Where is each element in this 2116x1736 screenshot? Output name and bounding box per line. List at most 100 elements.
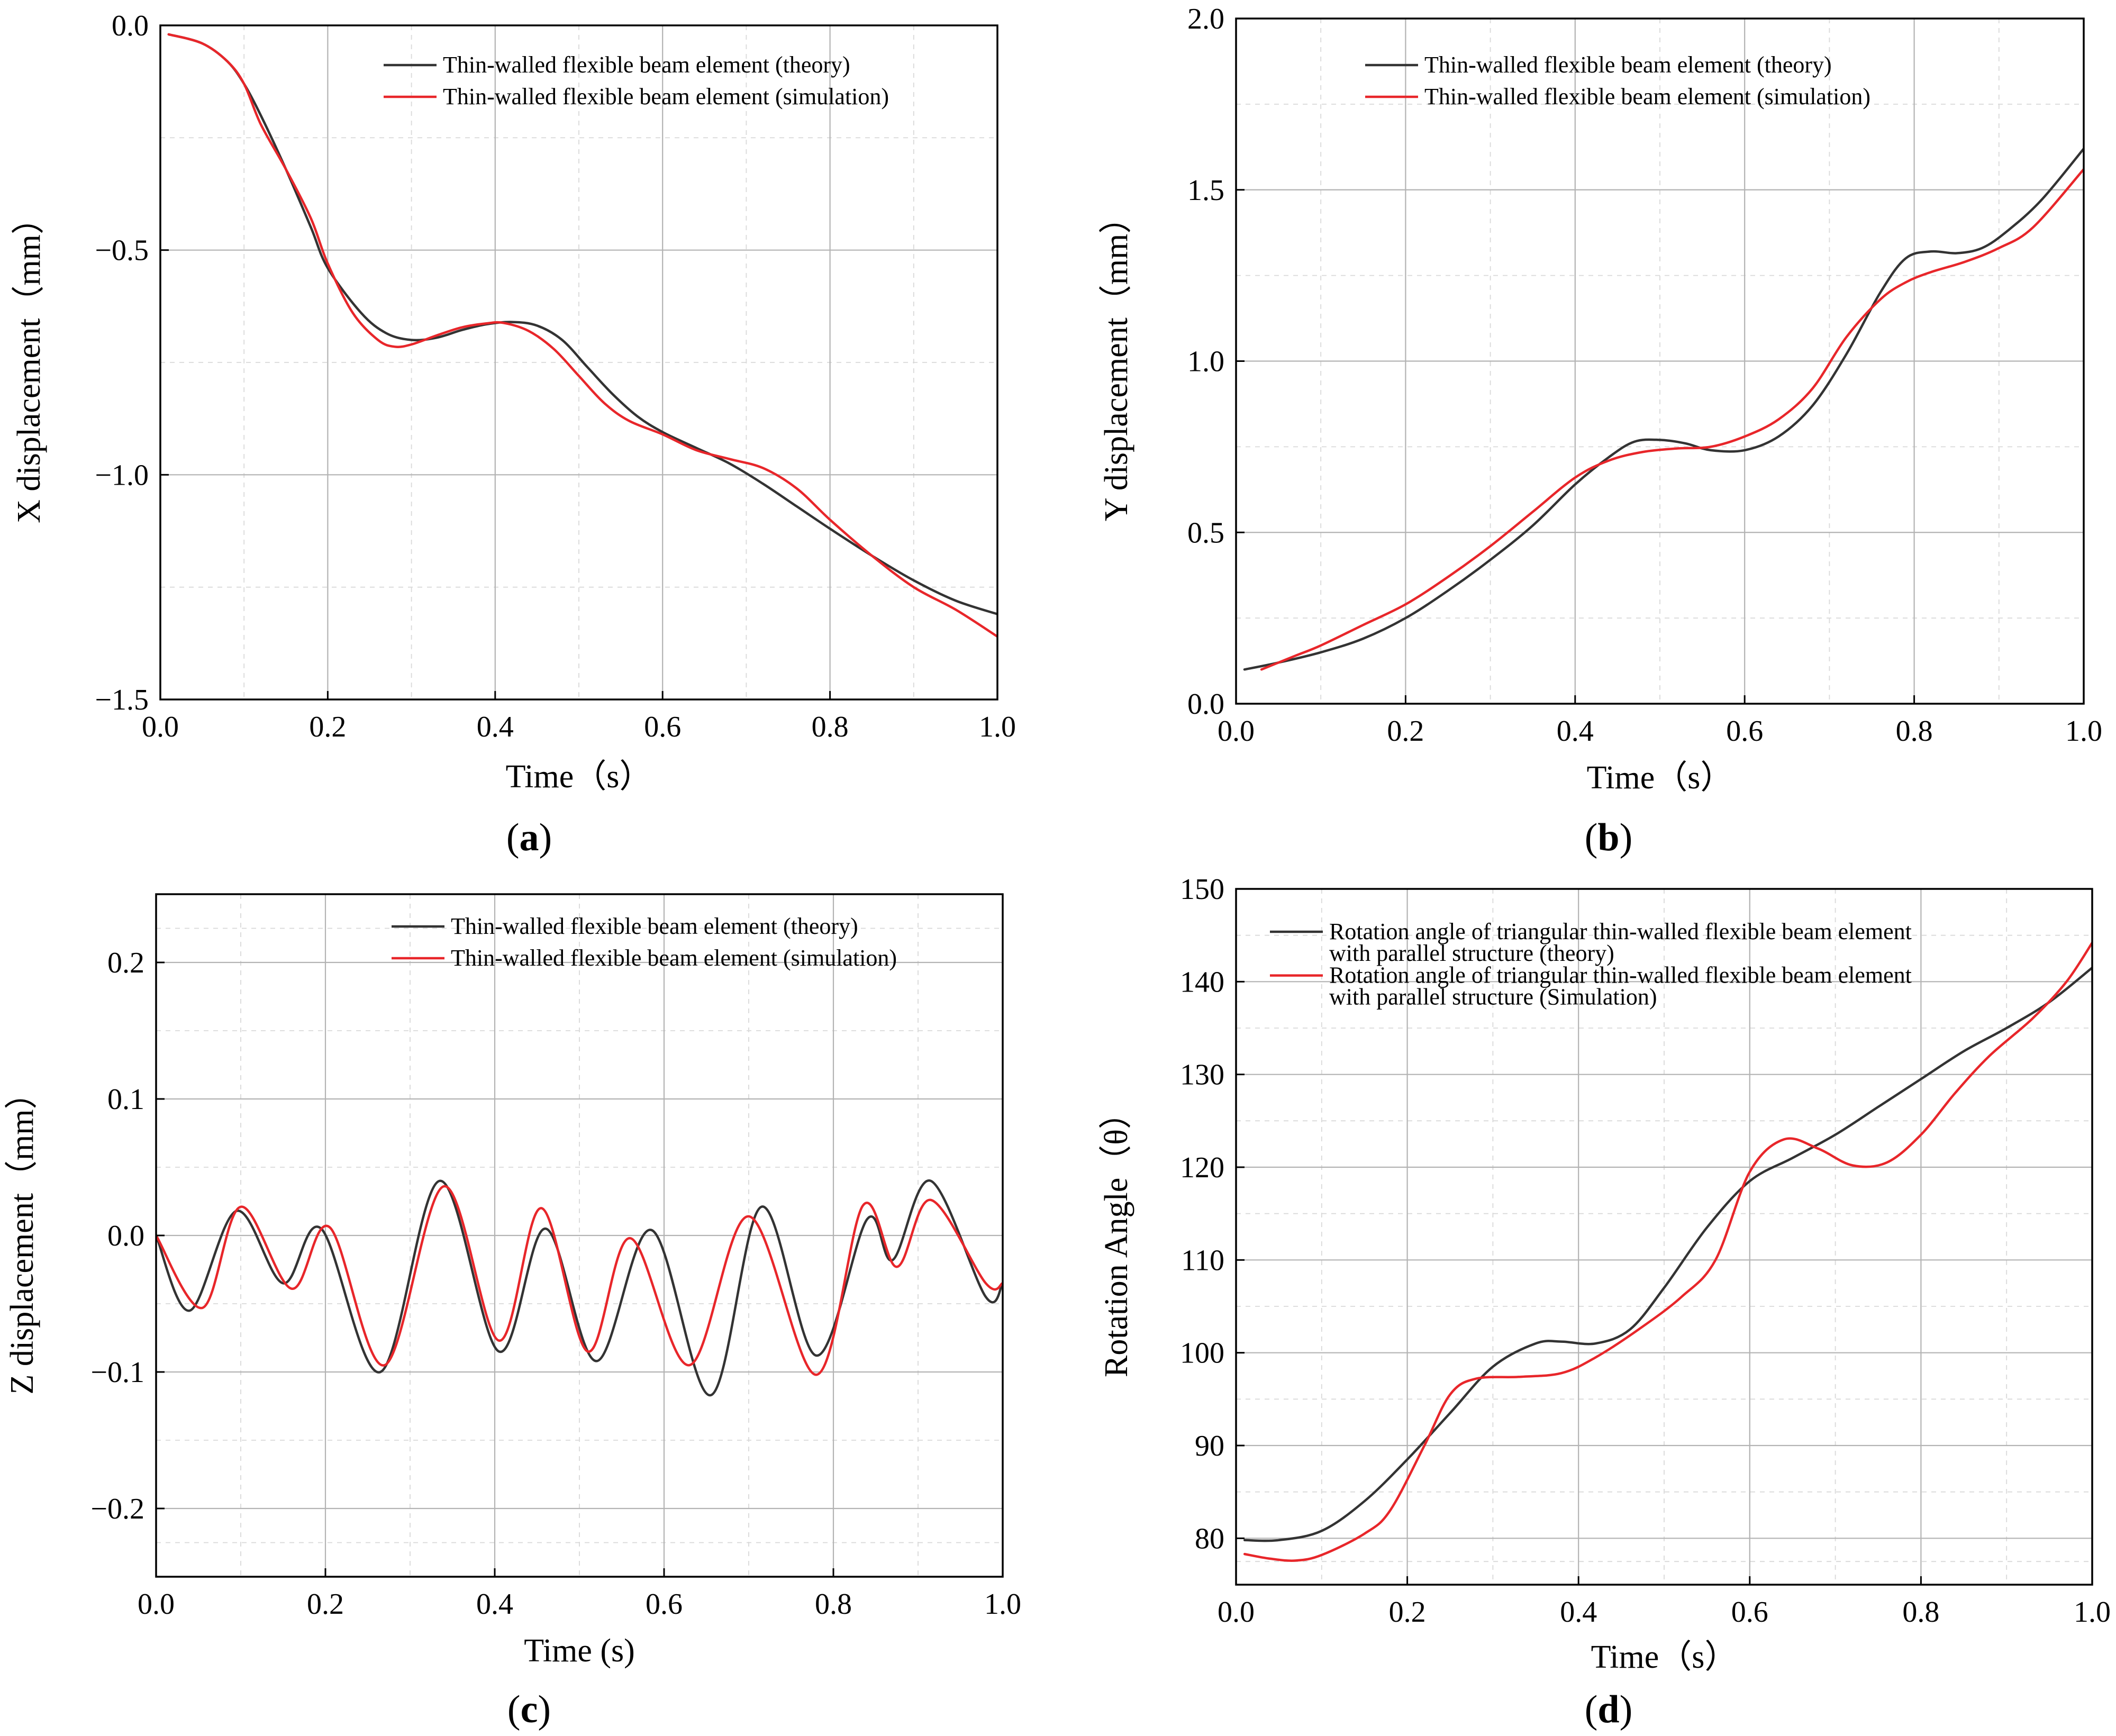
x-tick-label: 0.4 xyxy=(477,711,514,743)
series-line-theory xyxy=(167,33,997,615)
y-tick-label: −0.5 xyxy=(95,234,149,267)
x-tick-label: 1.0 xyxy=(2074,1596,2111,1629)
panel-label-a: (a) xyxy=(506,816,552,859)
series-line-theory xyxy=(1243,147,2084,671)
x-tick-label: 0.0 xyxy=(138,1588,175,1621)
x-tick-label: 0.8 xyxy=(1896,715,1933,748)
y-tick-label: 0.2 xyxy=(107,947,144,979)
legend-label-simulation: Thin-walled flexible beam element (simul… xyxy=(1424,84,1870,110)
y-tick-label: 140 xyxy=(1180,966,1224,998)
legend-label-simulation: with parallel structure (Simulation) xyxy=(1329,984,1657,1010)
minor-grid xyxy=(160,25,997,699)
chart-panel-b: 0.0 0.2 0.4 0.6 0.8 1.0 0.0 0.5 1.0 1.5 2.0 Time（s）… xyxy=(1098,3,2102,796)
legend: Thin-walled flexible beam element (theor… xyxy=(384,52,889,110)
x-tick-label: 0.8 xyxy=(812,711,849,743)
x-tick-label: 0.4 xyxy=(1560,1596,1597,1629)
minor-grid xyxy=(1236,889,2092,1585)
y-axis-label: Rotation Angle（θ） xyxy=(1098,1096,1134,1377)
minor-grid xyxy=(1236,19,2084,704)
legend: Thin-walled flexible beam element (theor… xyxy=(1365,52,1870,110)
y-tick-label: 0.1 xyxy=(107,1083,144,1116)
x-tick-label: 0.6 xyxy=(1726,715,1763,748)
y-tick-label: 1.0 xyxy=(1187,346,1224,378)
y-tick-label: 0.0 xyxy=(1187,688,1224,721)
x-tick-label: 0.2 xyxy=(307,1588,344,1621)
chart-panel-a: 0.0 0.2 0.4 0.6 0.8 1.0 −1.5 −1.0 −0.5 0.0 Time（s）… xyxy=(11,10,1016,795)
major-grid xyxy=(160,25,997,699)
legend-label-theory: Thin-walled flexible beam element (theor… xyxy=(443,52,850,78)
x-tick-label: 0.4 xyxy=(476,1588,513,1621)
legend-label-simulation: Thin-walled flexible beam element (simul… xyxy=(451,945,897,971)
x-tick-label: 0.2 xyxy=(1387,715,1424,748)
x-axis-label: Time（s） xyxy=(506,759,652,795)
x-tick-label: 0.6 xyxy=(1731,1596,1768,1629)
x-axis-label: Time（s） xyxy=(1587,760,1733,796)
y-tick-label: −0.1 xyxy=(90,1356,144,1389)
y-tick-label: 0.0 xyxy=(107,1220,144,1252)
series-line-theory xyxy=(156,1179,1003,1397)
y-tick-label: −1.0 xyxy=(95,459,149,492)
y-tick-label: 110 xyxy=(1181,1244,1224,1277)
series-group xyxy=(156,1179,1003,1397)
x-tick-label: 0.8 xyxy=(1902,1596,1939,1629)
legend-label-theory: with parallel structure (theory) xyxy=(1329,940,1614,966)
series-line-simulation xyxy=(1243,941,2092,1562)
series-line-simulation xyxy=(156,1185,1003,1376)
x-axis-label: Time（s） xyxy=(1591,1639,1738,1675)
y-tick-label: −0.2 xyxy=(90,1493,144,1525)
axis-ticks: 0.0 0.2 0.4 0.6 0.8 1.0 −1.5 −1.0 −0.5 0.0 xyxy=(95,10,1016,743)
series-line-theory xyxy=(1243,966,2092,1542)
axis-ticks: 0.0 0.2 0.4 0.6 0.8 1.0 0.0 0.5 1.0 1.5 2.0 xyxy=(1187,3,2102,748)
x-tick-label: 0.0 xyxy=(1218,1596,1255,1629)
x-tick-label: 1.0 xyxy=(984,1588,1021,1621)
y-tick-label: 90 xyxy=(1195,1430,1224,1462)
major-grid xyxy=(1236,19,2084,704)
x-axis-label: Time (s) xyxy=(524,1633,635,1669)
y-tick-label: 130 xyxy=(1180,1059,1224,1092)
minor-grid xyxy=(156,894,1003,1577)
y-tick-label: 100 xyxy=(1180,1337,1224,1370)
legend-label-simulation: Rotation angle of triangular thin-walled… xyxy=(1329,962,1912,988)
y-axis-label: X displacement（mm） xyxy=(11,202,47,523)
legend-label-theory: Thin-walled flexible beam element (theor… xyxy=(451,913,858,939)
x-tick-label: 1.0 xyxy=(979,711,1016,743)
axis-ticks: 0.0 0.2 0.4 0.6 0.8 1.0 −0.2 −0.1 0.0 0.1 0.2 xyxy=(90,947,1021,1621)
major-grid xyxy=(156,894,1003,1577)
legend-label-theory: Thin-walled flexible beam element (theor… xyxy=(1424,52,1832,78)
legend: Thin-walled flexible beam element (theor… xyxy=(392,913,897,971)
y-tick-label: 0.5 xyxy=(1187,516,1224,549)
y-tick-label: 2.0 xyxy=(1187,3,1224,35)
major-grid xyxy=(1236,889,2092,1585)
chart-panel-c: 0.0 0.2 0.4 0.6 0.8 1.0 −0.2 −0.1 0.0 0.1 0.2 Time … xyxy=(4,893,1021,1669)
chart-panel-d: 0.0 0.2 0.4 0.6 0.8 1.0 80 90 100 110 120 130 140 150… xyxy=(1098,873,2111,1675)
y-tick-label: 80 xyxy=(1195,1522,1224,1555)
panel-label-c: (c) xyxy=(507,1688,551,1731)
plot-frame xyxy=(1235,888,2093,1586)
x-tick-label: 0.4 xyxy=(1557,715,1594,748)
y-axis-label: Z displacement（mm） xyxy=(4,1077,40,1395)
panel-label-b: (b) xyxy=(1585,816,1632,859)
x-tick-label: 0.0 xyxy=(1218,715,1255,748)
y-tick-label: 1.5 xyxy=(1187,174,1224,207)
legend-label-theory: Rotation angle of triangular thin-walled… xyxy=(1329,919,1912,944)
y-axis-label: Y displacement（mm） xyxy=(1098,201,1134,522)
y-tick-label: 150 xyxy=(1180,873,1224,906)
y-tick-label: 0.0 xyxy=(112,10,149,42)
series-group xyxy=(1243,147,2084,671)
x-tick-label: 0.6 xyxy=(646,1588,683,1621)
x-tick-label: 0.6 xyxy=(644,711,681,743)
legend-label-simulation: Thin-walled flexible beam element (simul… xyxy=(443,84,889,110)
panel-label-d: (d) xyxy=(1585,1688,1632,1731)
y-tick-label: 120 xyxy=(1180,1151,1224,1184)
series-group xyxy=(1243,941,2092,1562)
x-tick-label: 0.2 xyxy=(1389,1596,1426,1629)
y-tick-label: −1.5 xyxy=(95,684,149,716)
series-line-simulation xyxy=(167,33,997,638)
x-tick-label: 0.0 xyxy=(142,711,179,743)
x-tick-label: 0.8 xyxy=(815,1588,852,1621)
x-tick-label: 0.2 xyxy=(309,711,346,743)
plot-frame xyxy=(159,24,998,701)
legend: Rotation angle of triangular thin-walled… xyxy=(1270,919,1912,1010)
x-tick-label: 1.0 xyxy=(2065,715,2102,748)
